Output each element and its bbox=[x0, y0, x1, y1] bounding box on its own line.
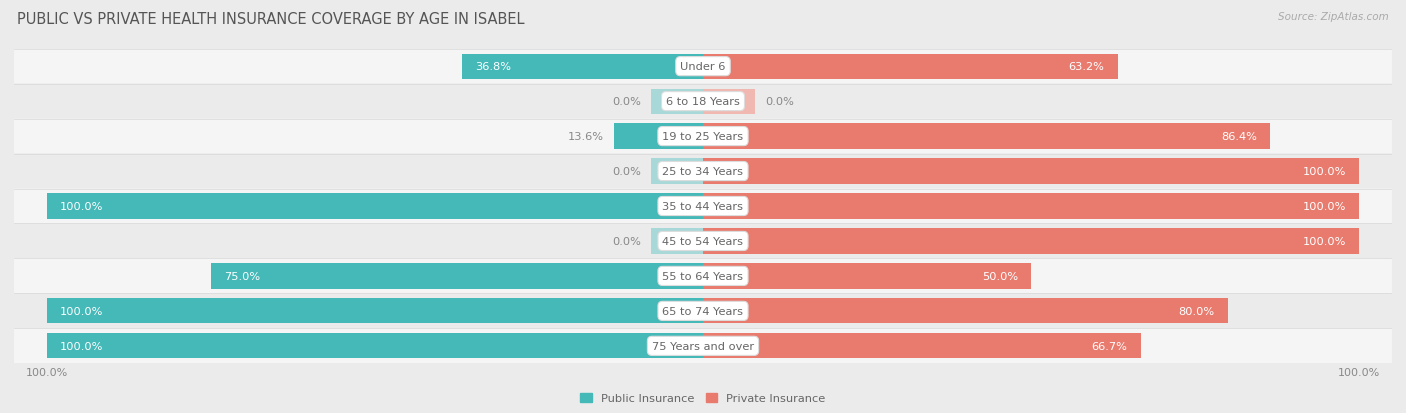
Text: 100.0%: 100.0% bbox=[60, 202, 104, 211]
Text: 36.8%: 36.8% bbox=[475, 62, 510, 72]
Text: 19 to 25 Years: 19 to 25 Years bbox=[662, 132, 744, 142]
Bar bbox=[46, 194, 703, 219]
Text: 0.0%: 0.0% bbox=[612, 97, 641, 107]
FancyBboxPatch shape bbox=[14, 154, 1392, 189]
FancyBboxPatch shape bbox=[14, 294, 1392, 329]
Bar bbox=[703, 55, 1118, 80]
Text: 100.0%: 100.0% bbox=[60, 341, 104, 351]
Text: 6 to 18 Years: 6 to 18 Years bbox=[666, 97, 740, 107]
Text: 75.0%: 75.0% bbox=[224, 271, 260, 281]
Text: 75 Years and over: 75 Years and over bbox=[652, 341, 754, 351]
Legend: Public Insurance, Private Insurance: Public Insurance, Private Insurance bbox=[576, 388, 830, 408]
Bar bbox=[211, 263, 703, 289]
Text: 80.0%: 80.0% bbox=[1178, 306, 1215, 316]
Text: 100.0%: 100.0% bbox=[1302, 202, 1346, 211]
Bar bbox=[703, 333, 1140, 358]
Text: 0.0%: 0.0% bbox=[612, 166, 641, 177]
Bar bbox=[703, 194, 1360, 219]
Text: 45 to 54 Years: 45 to 54 Years bbox=[662, 236, 744, 247]
Bar bbox=[651, 89, 703, 114]
FancyBboxPatch shape bbox=[14, 259, 1392, 294]
Bar bbox=[703, 299, 1227, 324]
Text: 63.2%: 63.2% bbox=[1069, 62, 1105, 72]
Text: 50.0%: 50.0% bbox=[981, 271, 1018, 281]
Text: 100.0%: 100.0% bbox=[1302, 166, 1346, 177]
FancyBboxPatch shape bbox=[14, 189, 1392, 224]
Text: 55 to 64 Years: 55 to 64 Years bbox=[662, 271, 744, 281]
Text: 100.0%: 100.0% bbox=[1302, 236, 1346, 247]
FancyBboxPatch shape bbox=[14, 224, 1392, 259]
Text: 13.6%: 13.6% bbox=[568, 132, 605, 142]
Text: 35 to 44 Years: 35 to 44 Years bbox=[662, 202, 744, 211]
FancyBboxPatch shape bbox=[14, 329, 1392, 363]
Bar bbox=[703, 159, 1360, 184]
Text: PUBLIC VS PRIVATE HEALTH INSURANCE COVERAGE BY AGE IN ISABEL: PUBLIC VS PRIVATE HEALTH INSURANCE COVER… bbox=[17, 12, 524, 27]
Text: 0.0%: 0.0% bbox=[765, 97, 794, 107]
FancyBboxPatch shape bbox=[14, 50, 1392, 84]
Text: 100.0%: 100.0% bbox=[60, 306, 104, 316]
Text: 0.0%: 0.0% bbox=[612, 236, 641, 247]
Text: Under 6: Under 6 bbox=[681, 62, 725, 72]
Bar bbox=[651, 159, 703, 184]
Bar bbox=[614, 124, 703, 150]
FancyBboxPatch shape bbox=[14, 84, 1392, 119]
Text: 86.4%: 86.4% bbox=[1220, 132, 1257, 142]
Text: 66.7%: 66.7% bbox=[1091, 341, 1128, 351]
Text: 25 to 34 Years: 25 to 34 Years bbox=[662, 166, 744, 177]
Bar bbox=[461, 55, 703, 80]
Bar bbox=[703, 89, 755, 114]
Bar bbox=[46, 299, 703, 324]
Bar bbox=[703, 263, 1031, 289]
Bar bbox=[703, 229, 1360, 254]
FancyBboxPatch shape bbox=[14, 119, 1392, 154]
Text: Source: ZipAtlas.com: Source: ZipAtlas.com bbox=[1278, 12, 1389, 22]
Text: 65 to 74 Years: 65 to 74 Years bbox=[662, 306, 744, 316]
Bar bbox=[651, 229, 703, 254]
Bar bbox=[46, 333, 703, 358]
Bar bbox=[703, 124, 1270, 150]
